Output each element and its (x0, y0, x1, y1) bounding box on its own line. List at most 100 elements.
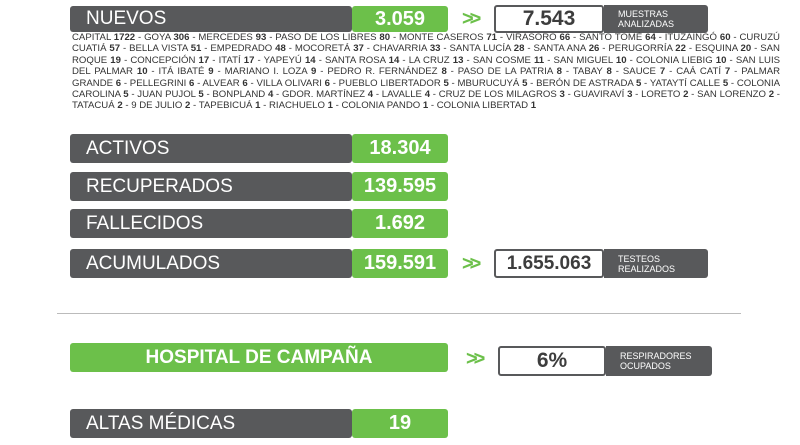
locality-count: 33 (429, 43, 441, 55)
locality-count: 8 (606, 66, 612, 78)
respiradores-caption-line2: OCUPADOS (620, 361, 671, 371)
locality-count: 6 (189, 77, 195, 89)
locality-count: 4 (267, 89, 274, 101)
locality-name: BONPLAND (212, 89, 268, 101)
locality-name: EMPEDRADO (210, 43, 276, 55)
muestras-caption: MUESTRAS ANALIZADAS (604, 5, 708, 33)
locality-count: 1 (422, 100, 429, 112)
locality-name: YAPEYÚ (263, 54, 305, 66)
locality-count: 14 (304, 54, 316, 66)
muestras-caption-line1: MUESTRAS (618, 9, 669, 19)
locality-count: 2 (683, 89, 689, 101)
locality-count: 5 (198, 89, 204, 101)
arrows-icon: >> (466, 348, 485, 370)
locality-name: LA CRUZ (408, 54, 453, 66)
locality-count: 7 (659, 66, 666, 78)
locality-count: 6 (324, 77, 330, 89)
arrows-icon: >> (462, 253, 481, 275)
locality-count: 10 (136, 66, 148, 78)
locality-count: 11 (533, 54, 545, 66)
locality-count: 5 (443, 77, 449, 89)
hospital-title: HOSPITAL DE CAMPAÑA (70, 343, 448, 372)
nuevos-label: NUEVOS (70, 6, 352, 32)
locality-name: MOCORETÁ (294, 43, 354, 55)
locality-name: YATAYTÍ CALLE (649, 77, 723, 89)
locality-name: SANTA LUCÍA (449, 43, 514, 55)
locality-name: SAN ROQUE (72, 43, 780, 66)
locality-name: GOYA (144, 32, 174, 43)
locality-name: CAPITAL (72, 32, 114, 43)
arrows-icon: >> (462, 8, 481, 30)
locality-count: 3 (627, 89, 633, 101)
locality-count: 48 (275, 43, 286, 55)
locality-count: 1 (530, 100, 537, 112)
locality-name: ESQUINA (694, 43, 741, 55)
locality-count: 13 (452, 54, 464, 66)
locality-count: 306 (173, 32, 190, 43)
locality-count: 20 (740, 43, 752, 55)
locality-name: SAN LORENZO (697, 89, 769, 101)
locality-count: 4 (367, 89, 374, 101)
localities-list: CAPITAL 1722 - GOYA 306 - MERCEDES 93 - … (72, 32, 781, 112)
locality-count: 51 (190, 43, 202, 55)
locality-name: LAVALLE (381, 89, 425, 101)
activos-label: ACTIVOS (70, 134, 352, 163)
locality-name: PELLEGRINI (129, 77, 190, 89)
locality-count: 4 (424, 89, 431, 101)
testeos-caption-line1: TESTEOS (618, 253, 661, 264)
locality-name: PASO DE LA PATRIA (457, 66, 557, 78)
locality-name: COLONIA LIEBIG (635, 54, 716, 66)
muestras-value: 7.543 (494, 5, 604, 33)
locality-count: 8 (556, 66, 562, 78)
locality-name: CONCEPCIÓN (130, 54, 199, 66)
activos-value: 18.304 (352, 134, 448, 163)
locality-name: SANTA ROSA (325, 54, 389, 66)
locality-count: 19 (110, 54, 121, 66)
locality-name: PUEBLO LIBERTADOR (338, 77, 444, 89)
locality-name: SANTA ANA (533, 43, 589, 55)
recuperados-label: RECUPERADOS (70, 172, 352, 201)
locality-name: VILLA OLIVARI (256, 77, 325, 89)
locality-name: MERCEDES (198, 32, 256, 43)
locality-count: 22 (675, 43, 686, 55)
locality-name: CRUZ DE LOS MILAGROS (438, 89, 560, 101)
locality-count: 17 (243, 54, 255, 66)
altas-value: 19 (352, 409, 448, 438)
locality-count: 2 (185, 100, 191, 112)
locality-name: SAN LUIS DEL PALMAR (72, 54, 781, 78)
locality-count: 1 (255, 100, 261, 112)
locality-count: 28 (513, 43, 525, 55)
respiradores-value: 6% (498, 346, 606, 376)
locality-name: COLONIA LIBERTAD (436, 100, 531, 112)
testeos-caption: TESTEOS REALIZADOS (604, 249, 708, 278)
locality-count: 3 (559, 89, 565, 101)
locality-name: GUAVIRAVÍ (573, 89, 628, 101)
acumulados-label: ACUMULADOS (70, 249, 352, 278)
locality-name: BELLA VISTA (129, 43, 191, 55)
locality-name: ITUZAINGÓ (664, 32, 720, 43)
locality-name: SAN MIGUEL (553, 54, 616, 66)
locality-count: 60 (719, 32, 731, 43)
locality-name: TABAY (572, 66, 607, 78)
locality-name: MBURUCUYÁ (457, 77, 523, 89)
altas-label: ALTAS MÉDICAS (70, 409, 352, 438)
fallecidos-label: FALLECIDOS (70, 209, 352, 238)
locality-name: SAUCE (622, 66, 660, 78)
locality-count: 37 (353, 43, 364, 55)
locality-count: 14 (388, 54, 400, 66)
locality-name: PALMAR GRANDE (72, 66, 781, 89)
locality-count: 2 (768, 89, 775, 101)
locality-name: CURUZÚ CUATIÁ (72, 32, 780, 55)
locality-count: 6 (242, 77, 248, 89)
locality-name: ALVEAR (202, 77, 243, 89)
locality-name: CAÁ CATÍ (676, 66, 725, 78)
acumulados-value: 159.591 (352, 249, 448, 278)
locality-count: 9 (311, 66, 317, 78)
locality-name: PASO DE LOS LIBRES (275, 32, 380, 43)
locality-count: 80 (379, 32, 391, 43)
locality-count: 66 (559, 32, 571, 43)
locality-name: TAPEBICUÁ (198, 100, 256, 112)
nuevos-value: 3.059 (352, 6, 448, 32)
locality-count: 26 (588, 43, 600, 55)
locality-count: 57 (109, 43, 121, 55)
